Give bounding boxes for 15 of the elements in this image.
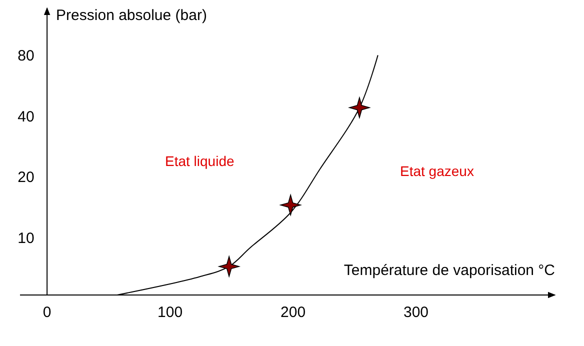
x-tick-label: 100 <box>158 304 183 321</box>
y-tick-label: 80 <box>18 47 34 64</box>
point <box>280 194 301 216</box>
x-tick-label: 200 <box>280 304 306 321</box>
annotation: Etat liquide <box>165 153 234 169</box>
y-tick-label: 20 <box>18 169 34 186</box>
y-tick-label: 10 <box>18 230 34 247</box>
x-tick-label: 0 <box>42 304 52 321</box>
y-axis-title: Pression absolue (bar) <box>56 7 207 24</box>
x-axis-title: Température de vaporisation °C <box>344 262 556 279</box>
annotation: Etat gazeux <box>400 163 474 179</box>
y-tick-label: 40 <box>18 108 34 126</box>
x-tick-label: 300 <box>404 304 429 321</box>
point <box>218 256 240 277</box>
point <box>349 97 370 118</box>
